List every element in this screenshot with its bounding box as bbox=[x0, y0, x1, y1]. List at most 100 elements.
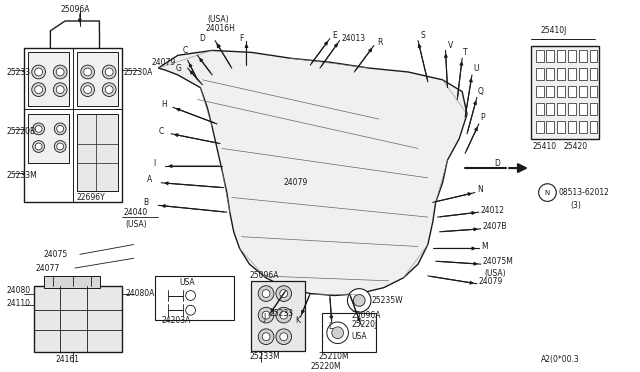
Text: T: T bbox=[463, 48, 468, 57]
Text: 24075M: 24075M bbox=[483, 257, 514, 266]
Text: 25420: 25420 bbox=[563, 142, 588, 151]
Bar bbox=[557, 68, 565, 80]
Bar bbox=[547, 51, 554, 62]
Text: 24016H: 24016H bbox=[205, 24, 235, 33]
Circle shape bbox=[258, 329, 274, 344]
Bar bbox=[557, 86, 565, 97]
Circle shape bbox=[35, 86, 42, 93]
Text: 25233M: 25233M bbox=[250, 352, 280, 361]
Circle shape bbox=[106, 86, 113, 93]
Text: 08513-62012: 08513-62012 bbox=[558, 188, 609, 197]
Bar bbox=[252, 281, 305, 352]
Text: 24203A: 24203A bbox=[161, 315, 191, 324]
Bar bbox=[547, 86, 554, 97]
Text: A: A bbox=[147, 175, 152, 185]
Text: 24079: 24079 bbox=[152, 58, 175, 67]
Circle shape bbox=[35, 143, 42, 150]
Text: D: D bbox=[200, 34, 205, 43]
Bar bbox=[579, 68, 587, 80]
Text: USA: USA bbox=[351, 332, 367, 341]
Circle shape bbox=[280, 311, 287, 319]
Bar bbox=[322, 313, 376, 352]
Bar bbox=[536, 103, 543, 115]
Circle shape bbox=[258, 307, 274, 323]
Text: 25233: 25233 bbox=[269, 309, 293, 318]
Text: 24161: 24161 bbox=[55, 355, 79, 364]
Text: 24079: 24079 bbox=[479, 277, 503, 286]
Text: D: D bbox=[495, 159, 500, 168]
Bar bbox=[589, 51, 598, 62]
Circle shape bbox=[262, 311, 270, 319]
Text: S: S bbox=[420, 31, 425, 40]
Text: R: R bbox=[377, 38, 382, 47]
Text: 25210M: 25210M bbox=[318, 352, 349, 361]
Text: 2407B: 2407B bbox=[483, 222, 508, 231]
Bar bbox=[579, 86, 587, 97]
Text: 24040: 24040 bbox=[124, 208, 148, 217]
Text: 25220B: 25220B bbox=[6, 127, 35, 136]
Bar bbox=[579, 121, 587, 133]
Circle shape bbox=[106, 68, 113, 76]
Circle shape bbox=[35, 68, 42, 76]
Bar bbox=[547, 121, 554, 133]
Circle shape bbox=[84, 68, 92, 76]
Bar bbox=[579, 51, 587, 62]
Bar bbox=[568, 121, 576, 133]
Bar bbox=[568, 68, 576, 80]
Bar bbox=[536, 86, 543, 97]
Bar bbox=[28, 114, 69, 163]
Bar bbox=[536, 121, 543, 133]
Bar bbox=[568, 86, 576, 97]
Circle shape bbox=[53, 83, 67, 96]
Text: V: V bbox=[447, 41, 452, 50]
Bar bbox=[568, 51, 576, 62]
Circle shape bbox=[327, 322, 348, 344]
Text: 25410: 25410 bbox=[532, 142, 557, 151]
Text: 25220J: 25220J bbox=[351, 320, 378, 330]
Bar bbox=[589, 121, 598, 133]
Circle shape bbox=[56, 86, 64, 93]
Bar bbox=[536, 51, 543, 62]
Text: 25096A: 25096A bbox=[250, 272, 279, 280]
Text: P: P bbox=[480, 113, 484, 122]
Text: 25235W: 25235W bbox=[372, 296, 404, 305]
Text: 24080A: 24080A bbox=[126, 289, 156, 298]
Circle shape bbox=[35, 125, 42, 132]
Bar bbox=[536, 68, 543, 80]
Bar bbox=[589, 103, 598, 115]
Text: USA: USA bbox=[180, 278, 195, 287]
Circle shape bbox=[33, 123, 45, 135]
Bar bbox=[589, 68, 598, 80]
Bar bbox=[77, 52, 118, 106]
Bar bbox=[579, 103, 587, 115]
Circle shape bbox=[84, 86, 92, 93]
Text: 25230A: 25230A bbox=[124, 68, 154, 77]
Text: N: N bbox=[545, 190, 550, 196]
Text: 25233M: 25233M bbox=[6, 171, 37, 180]
Circle shape bbox=[57, 143, 63, 150]
Circle shape bbox=[32, 83, 45, 96]
Text: 25096A: 25096A bbox=[351, 311, 381, 320]
Text: 25096A: 25096A bbox=[60, 5, 90, 14]
Text: E: E bbox=[332, 31, 337, 40]
Bar bbox=[547, 68, 554, 80]
Text: 25410J: 25410J bbox=[540, 26, 566, 35]
Text: 24077: 24077 bbox=[36, 264, 60, 273]
Bar bbox=[531, 45, 600, 139]
Text: G: G bbox=[176, 64, 182, 73]
Text: 24080: 24080 bbox=[6, 286, 30, 295]
Text: K: K bbox=[296, 315, 301, 324]
Circle shape bbox=[280, 333, 287, 341]
Text: 24110: 24110 bbox=[6, 299, 30, 308]
Text: I: I bbox=[154, 159, 156, 168]
Circle shape bbox=[332, 327, 344, 339]
Circle shape bbox=[262, 333, 270, 341]
Text: 25220M: 25220M bbox=[310, 362, 341, 371]
Text: 24079: 24079 bbox=[284, 178, 308, 187]
Text: 24075: 24075 bbox=[44, 250, 68, 259]
Circle shape bbox=[81, 83, 95, 96]
Text: A2(0*00.3: A2(0*00.3 bbox=[541, 355, 579, 364]
Bar bbox=[28, 52, 69, 106]
Text: (USA): (USA) bbox=[207, 15, 229, 23]
Circle shape bbox=[353, 295, 365, 306]
